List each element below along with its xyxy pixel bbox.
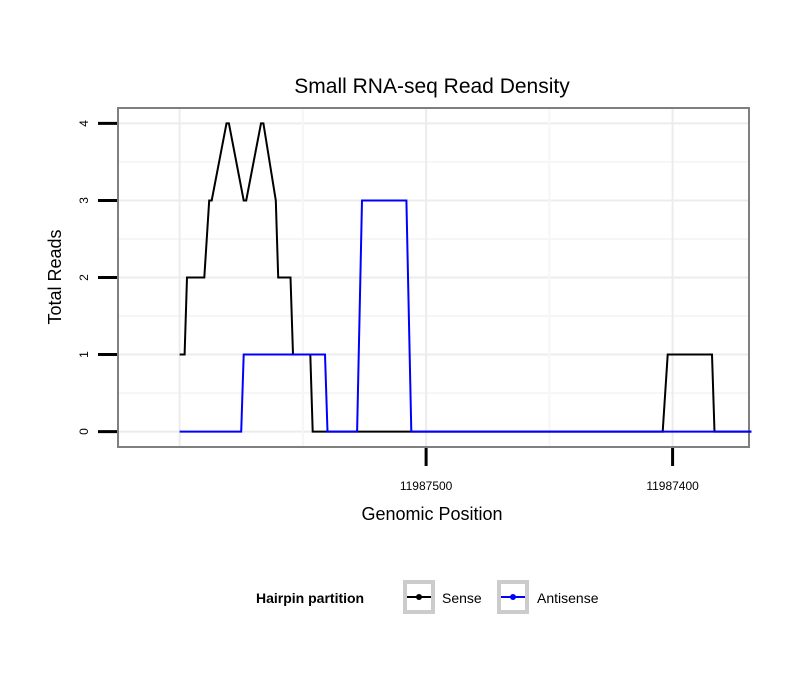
legend-dot-sense: [416, 594, 422, 600]
series-layer: [179, 122, 752, 433]
x-tick-label: 11987500: [400, 479, 453, 493]
y-tick-label: 2: [77, 274, 91, 281]
legend-title: Hairpin partition: [256, 590, 364, 606]
y-tick-label: 3: [77, 197, 91, 204]
y-axis-title: Total Reads: [45, 229, 65, 324]
y-tick-label: 0: [77, 428, 91, 435]
legend-item-sense: Sense: [403, 580, 482, 614]
legend: Hairpin partition Sense Antisense: [256, 580, 599, 614]
y-tick-label: 4: [77, 120, 91, 127]
y-axis: 0 1 2 3 4: [77, 120, 117, 435]
y-tick-label: 1: [77, 351, 91, 358]
x-tick-label: 11987400: [646, 479, 699, 493]
legend-dot-antisense: [510, 594, 516, 600]
chart-title: Small RNA-seq Read Density: [294, 75, 570, 98]
legend-item-antisense: Antisense: [497, 580, 599, 614]
x-axis-title: Genomic Position: [361, 504, 502, 524]
legend-label-antisense: Antisense: [537, 590, 599, 606]
legend-label-sense: Sense: [442, 590, 482, 606]
x-axis: 11987500 11987400: [400, 448, 699, 493]
series-line-antisense: [179, 199, 752, 433]
